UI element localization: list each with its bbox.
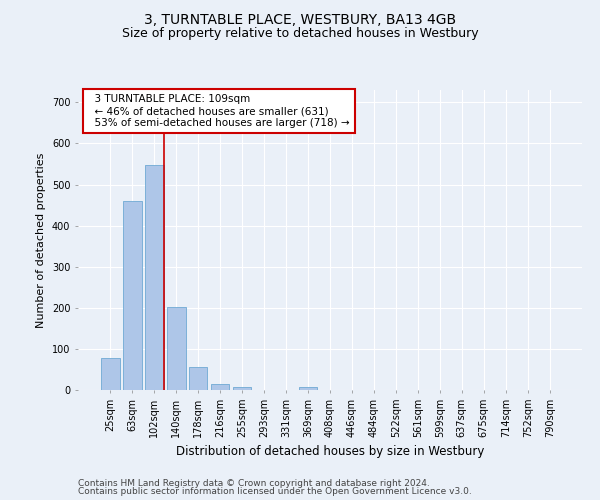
Text: 3, TURNTABLE PLACE, WESTBURY, BA13 4GB: 3, TURNTABLE PLACE, WESTBURY, BA13 4GB bbox=[144, 12, 456, 26]
Text: Size of property relative to detached houses in Westbury: Size of property relative to detached ho… bbox=[122, 28, 478, 40]
Text: Contains public sector information licensed under the Open Government Licence v3: Contains public sector information licen… bbox=[78, 487, 472, 496]
Bar bbox=[101, 358, 119, 390]
Bar bbox=[167, 307, 185, 390]
Bar bbox=[211, 384, 229, 390]
X-axis label: Distribution of detached houses by size in Westbury: Distribution of detached houses by size … bbox=[176, 446, 484, 458]
Bar bbox=[123, 201, 142, 390]
Bar bbox=[189, 368, 208, 390]
Text: 3 TURNTABLE PLACE: 109sqm
  ← 46% of detached houses are smaller (631)
  53% of : 3 TURNTABLE PLACE: 109sqm ← 46% of detac… bbox=[88, 94, 350, 128]
Y-axis label: Number of detached properties: Number of detached properties bbox=[37, 152, 46, 328]
Bar bbox=[299, 386, 317, 390]
Bar bbox=[233, 386, 251, 390]
Text: Contains HM Land Registry data © Crown copyright and database right 2024.: Contains HM Land Registry data © Crown c… bbox=[78, 478, 430, 488]
Bar bbox=[145, 165, 164, 390]
